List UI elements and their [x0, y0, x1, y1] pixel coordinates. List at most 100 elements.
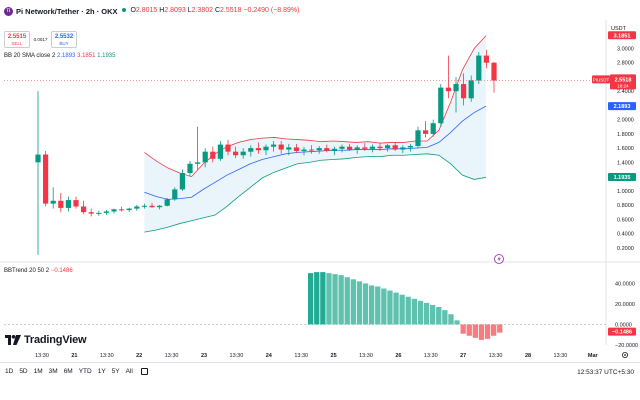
timeframe-all[interactable]: All — [125, 368, 133, 375]
settings-gear-icon — [622, 351, 629, 358]
timeframe-1y[interactable]: 1Y — [97, 368, 106, 375]
candle — [309, 145, 315, 154]
candle-body — [491, 62, 497, 81]
candle-body — [73, 200, 79, 207]
bbtrend-bar — [484, 324, 491, 339]
bbtrend-axis[interactable]: 40.0000 20.0000 0.0000 −20.0000 — [615, 281, 638, 349]
lower-band-tag-text: 1.1935 — [614, 175, 631, 181]
candle-body — [126, 208, 132, 211]
candle-body — [157, 205, 163, 208]
candle — [483, 49, 489, 69]
sell-price: 2.5515 — [7, 34, 27, 40]
upper-band-tag-bg — [608, 31, 636, 40]
candle-body — [202, 151, 208, 163]
time-tick-label: 23 — [201, 353, 207, 359]
candle-body — [423, 130, 429, 134]
bbtrend-bar — [448, 314, 454, 325]
candle-body — [339, 146, 345, 149]
price-tick-label: 2.0000 — [617, 118, 634, 124]
candle — [88, 208, 94, 217]
buy-button[interactable]: 2.5532 BUY — [51, 31, 77, 48]
bbtrend-bar — [350, 279, 356, 325]
candle-body — [164, 199, 170, 206]
candle — [126, 207, 132, 213]
time-tick-label: 21 — [71, 353, 77, 359]
candle — [58, 192, 64, 213]
bbtrend-tick-label: 0.0000 — [615, 322, 632, 328]
candle — [468, 75, 474, 102]
chart-canvas[interactable]: 3.00002.80002.60002.40002.20002.00001.80… — [0, 0, 640, 362]
candle-body — [324, 148, 330, 151]
time-tick-label: 13:30 — [489, 353, 503, 359]
timeframe-1d[interactable]: 1D — [5, 368, 14, 375]
bb-upper-line — [144, 35, 487, 178]
gear-ring — [622, 351, 629, 358]
candle — [96, 210, 102, 216]
calendar-icon[interactable] — [140, 368, 148, 375]
candle-body — [286, 147, 292, 150]
bbtrend-legend[interactable]: BBTrend 20 50 2 −0.1486 — [4, 268, 73, 274]
sell-button[interactable]: 2.5515 SELL — [4, 31, 30, 48]
bbtrend-bar — [387, 290, 393, 325]
sell-label: SELL — [11, 41, 23, 46]
bbtrend-bar — [430, 304, 436, 325]
bbtrend-bar — [314, 272, 320, 325]
candle — [134, 205, 140, 211]
bb-legend[interactable]: BB 20 SMA close 2 2.1893 3.1851 1.1935 — [4, 53, 115, 59]
bbtrend-bar — [436, 307, 442, 325]
bbtrend-tick-label: 20.0000 — [615, 302, 635, 308]
tradingview-logo[interactable]: TradingView — [5, 334, 87, 346]
tradingview-logo-icon — [5, 335, 21, 345]
time-tick-label: 13:30 — [359, 353, 373, 359]
time-tick-label: 24 — [266, 353, 273, 359]
candle — [43, 150, 49, 207]
time-axis[interactable]: 13:30 21 13:30 22 13:30 23 13:30 24 13:30 25 13:30… — [35, 351, 629, 359]
bbtrend-bar — [369, 285, 375, 325]
timeframe-5y[interactable]: 5Y — [111, 368, 120, 375]
bbtrend-bar — [466, 324, 472, 336]
candle-body — [392, 145, 398, 150]
candle — [81, 200, 87, 215]
time-tick-label: 13:30 — [165, 353, 179, 359]
candle — [461, 73, 467, 106]
logo-text: TradingView — [24, 334, 87, 346]
time-tick-label: 13:30 — [35, 353, 49, 359]
candle — [217, 141, 223, 161]
price-tick-label: 1.0000 — [617, 189, 634, 195]
candle-body — [331, 148, 337, 151]
bbtrend-bar — [411, 298, 417, 325]
utc-clock[interactable]: 12:53:37 UTC+5:30 — [577, 369, 634, 376]
candle — [369, 144, 375, 153]
candle — [423, 121, 429, 138]
chart-header: π Pi Network/Tether · 2h · OKX O2.8015 H… — [4, 7, 524, 21]
bbtrend-bar — [381, 288, 387, 325]
bbtrend-bar — [393, 292, 399, 325]
candle — [248, 145, 254, 157]
symbol-title[interactable]: Pi Network/Tether · 2h · OKX — [16, 7, 118, 16]
candle — [210, 146, 216, 163]
candle-body — [301, 149, 307, 151]
candle-body — [248, 148, 254, 152]
price-tick-label: 0.8000 — [617, 203, 634, 209]
lightning-alert-icon[interactable] — [494, 254, 504, 264]
candle-body — [476, 55, 482, 81]
bbtrend-histogram — [308, 272, 503, 340]
timeframe-5d[interactable]: 5D — [19, 368, 28, 375]
candle-body — [362, 147, 368, 149]
ohlc-values: O2.8015 H2.8093 L2.3802 C2.5518 −0.2490 … — [130, 7, 300, 14]
gear-hub — [624, 354, 626, 356]
bbtrend-bar — [356, 281, 363, 325]
bottom-toolbar: 1D 5D 1M 3M 6M YTD 1Y 5Y All — [0, 362, 640, 380]
candle-body — [255, 148, 261, 151]
lower-band-tag-bg — [608, 173, 636, 182]
candle — [347, 143, 353, 151]
candle-body — [316, 148, 322, 151]
candle-body — [187, 163, 193, 174]
timeframe-3m[interactable]: 3M — [48, 368, 58, 375]
currency-label[interactable]: USDT — [611, 26, 626, 32]
candle — [263, 144, 269, 156]
timeframe-6m[interactable]: 6M — [63, 368, 73, 375]
timeframe-1m[interactable]: 1M — [33, 368, 43, 375]
time-tick-label: Mar — [588, 353, 599, 359]
timeframe-ytd[interactable]: YTD — [78, 368, 92, 375]
